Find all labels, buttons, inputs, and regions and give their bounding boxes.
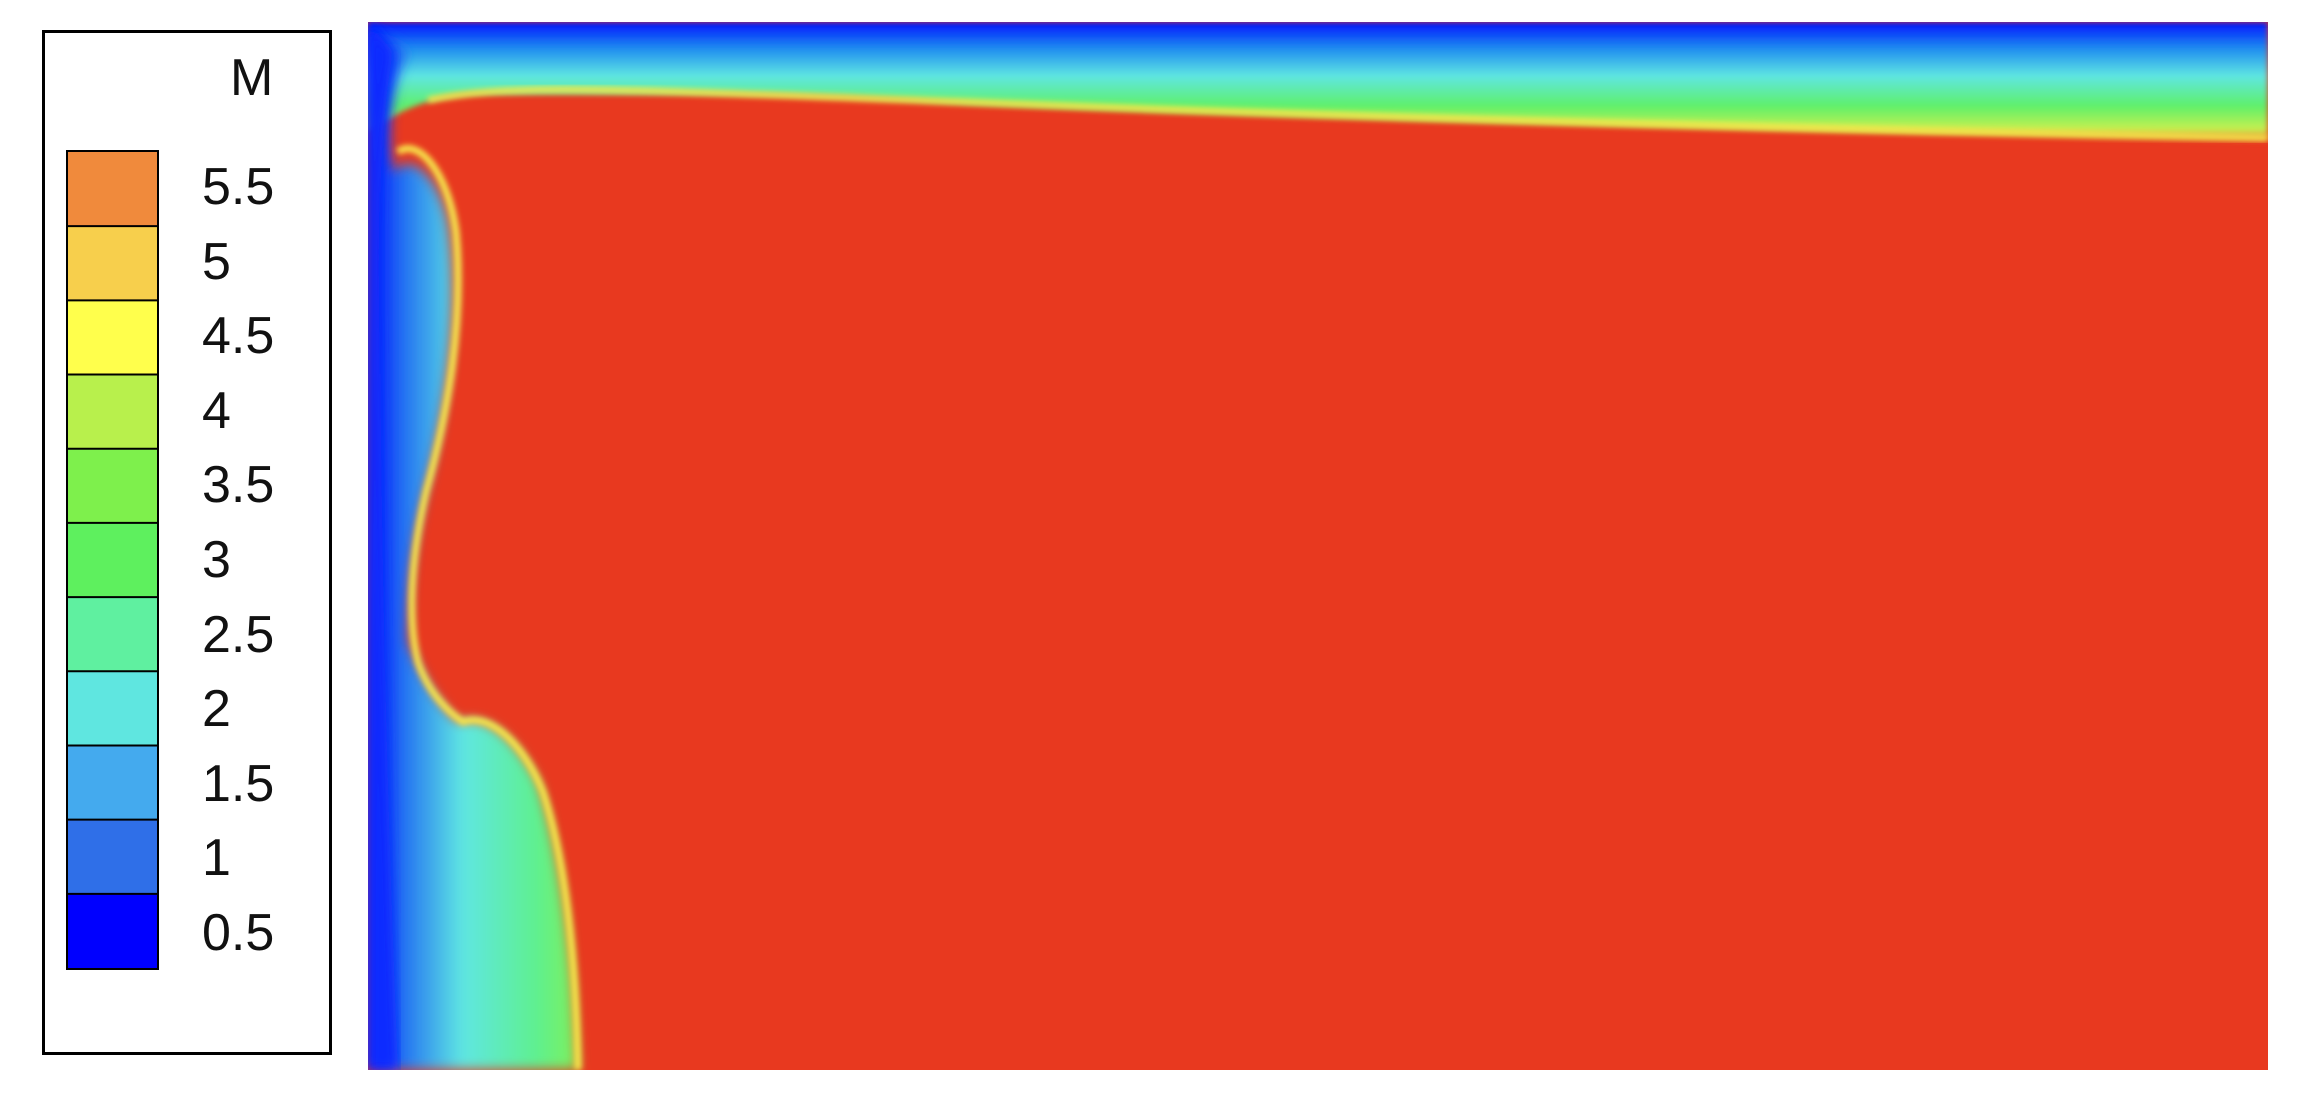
colorbar-title: M [230,49,274,107]
colorbar [66,150,159,970]
colorbar-band [68,893,157,968]
mach-contour-field [368,22,2268,1070]
core-region [368,22,2268,1070]
colorbar-band [68,597,157,672]
colorbar-band [68,226,157,301]
colorbar-band [68,300,157,375]
colorbar-band [68,522,157,598]
colorbar-band [68,448,157,523]
colorbar-band [68,819,157,894]
colorbar-band [68,671,157,746]
left-wall-blue [368,22,398,1070]
shear-layer-edge [395,145,582,1070]
left-wall-layer [368,22,578,1070]
colorbar-band [68,152,157,227]
colorbar-band [68,374,157,449]
top-shear-edge [427,86,2268,141]
colorbar-band [68,745,157,820]
top-boundary-layer [368,22,2268,142]
